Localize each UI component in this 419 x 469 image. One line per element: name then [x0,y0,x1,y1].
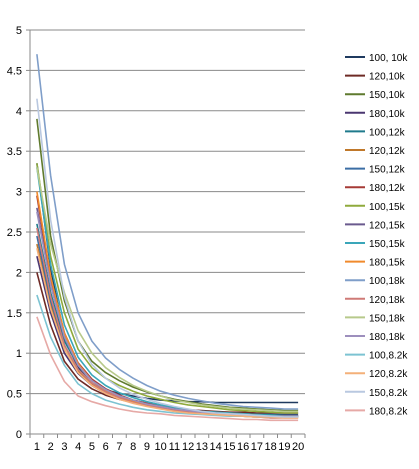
legend-label-9: 120,15k [369,220,406,231]
x-tick-label-1: 2 [48,441,54,453]
series-line-14 [36,167,299,413]
x-tick-label-9: 10 [155,441,167,453]
legend-label-16: 100,8.2k [369,351,408,362]
axes [26,29,306,438]
y-tick-label-10: 5 [16,25,22,37]
x-tick-label-13: 14 [210,441,222,453]
legend-label-14: 150,18k [369,313,406,324]
legend: 100, 10k 120,10k 150,10k 180,10k 100,12k 120,… [345,53,408,417]
legend-label-5: 120,12k [369,146,406,157]
x-tick-label-7: 8 [130,441,136,453]
legend-label-2: 150,10k [369,90,406,101]
legend-label-10: 150,15k [369,239,406,250]
y-tick-label-9: 4.5 [7,65,22,77]
legend-label-18: 150,8.2k [369,388,408,399]
y-tick-label-4: 2 [16,267,22,279]
x-tick-label-0: 1 [34,441,40,453]
y-tick-label-6: 3 [16,187,22,199]
x-tick-label-10: 11 [169,441,180,453]
series-line-12 [36,54,299,410]
x-tick-label-15: 16 [237,441,249,453]
legend-label-11: 180,15k [369,258,406,269]
x-tick-label-16: 17 [251,441,263,453]
x-axis-tick-labels: 1 2 3 4 5 6 7 8 9 10 11 12 13 14 15 16 17 18 19 20 [34,441,304,453]
x-tick-label-14: 15 [223,441,235,453]
legend-label-12: 100,18k [369,276,406,287]
y-tick-label-3: 1.5 [7,308,22,320]
legend-label-4: 100,12k [369,127,406,138]
legend-label-15: 180,18k [369,332,406,343]
x-tick-label-19: 20 [292,441,304,453]
x-tick-label-4: 5 [89,441,95,453]
legend-label-0: 100, 10k [369,53,408,64]
series-lines [36,54,299,422]
legend-label-13: 120,18k [369,295,406,306]
series-line-18 [36,98,299,418]
y-tick-label-0: 0 [16,429,22,441]
series-line-17 [36,248,299,419]
legend-label-3: 180,10k [369,109,406,120]
x-tick-label-12: 13 [196,441,208,453]
x-tick-label-5: 6 [103,441,109,453]
y-tick-label-1: 0.5 [7,389,22,401]
y-tick-label-2: 1 [16,348,22,360]
y-tick-label-7: 3.5 [7,146,22,158]
gridlines [30,29,305,395]
y-tick-label-8: 4 [16,106,22,118]
x-tick-label-11: 12 [182,441,194,453]
y-tick-label-5: 2.5 [7,227,22,239]
series-line-19 [36,316,299,422]
legend-label-19: 180,8.2k [369,406,408,417]
series-line-8 [36,163,299,414]
legend-label-7: 180,12k [369,183,406,194]
x-tick-label-8: 9 [144,441,150,453]
x-tick-label-3: 4 [75,441,81,453]
x-tick-label-17: 18 [265,441,277,453]
legend-label-6: 150,12k [369,165,406,176]
x-tick-label-6: 7 [116,441,122,453]
legend-label-17: 120,8.2k [369,369,408,380]
legend-label-1: 120,10k [369,72,406,83]
y-axis-tick-labels: 0 0.5 1 1.5 2 2.5 3 3.5 4 4.5 5 [7,25,22,441]
x-tick-label-2: 3 [61,441,67,453]
x-tick-label-18: 19 [278,441,290,453]
legend-label-8: 100,15k [369,202,406,213]
